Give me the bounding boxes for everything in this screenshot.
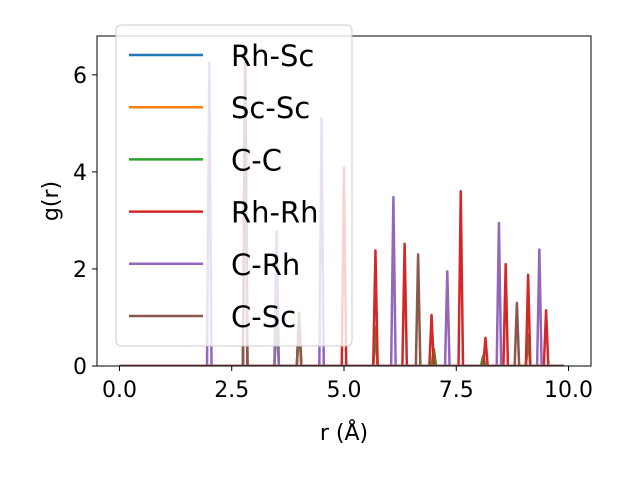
legend-box: [115, 24, 353, 347]
legend-label-c-rh: C-Rh: [231, 248, 300, 282]
x-tick-label: 10.0: [544, 378, 593, 403]
y-axis-label: g(r): [39, 181, 64, 221]
x-tick-label: 2.5: [214, 378, 249, 403]
x-axis-label: r (Å): [320, 419, 368, 446]
legend-label-c-c: C-C: [231, 143, 282, 177]
x-tick-label: 5.0: [327, 378, 362, 403]
legend: Rh-Sc Sc-Sc C-C Rh-Rh C-Rh C-Sc: [115, 24, 353, 347]
legend-label-rh-sc: Rh-Sc: [231, 39, 314, 73]
x-tick-label: 7.5: [439, 378, 474, 403]
y-tick-label: 4: [73, 161, 87, 186]
series-line-c-rh: [119, 61, 565, 366]
legend-label-c-sc: C-Sc: [231, 300, 296, 334]
y-tick-label: 2: [73, 258, 87, 283]
legend-label-sc-sc: Sc-Sc: [231, 91, 310, 125]
x-tick-label: 0.0: [102, 378, 137, 403]
legend-label-rh-rh: Rh-Rh: [231, 196, 319, 230]
y-tick-label: 6: [73, 64, 87, 89]
y-tick-label: 0: [73, 355, 87, 380]
